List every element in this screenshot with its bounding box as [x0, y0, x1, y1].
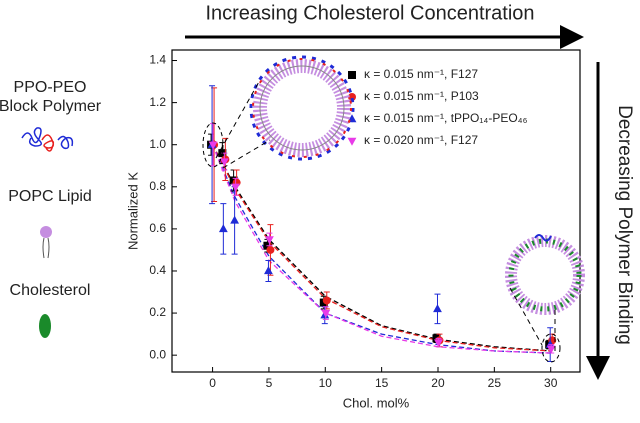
legend-marker: [347, 137, 357, 146]
y-tick-label: 0.2: [149, 305, 166, 319]
callout-line: [215, 79, 261, 159]
data-point: [546, 345, 556, 354]
data-point: [264, 266, 273, 275]
legend-label: κ = 0.015 nm⁻¹, tPPO₁₄-PEO₄₆: [364, 111, 528, 125]
data-point: [265, 236, 274, 245]
x-axis-label: Chol. mol%: [343, 395, 410, 410]
data-point: [219, 158, 229, 167]
x-tick-label: 10: [319, 376, 333, 390]
data-point: [266, 245, 275, 254]
callout-line: [222, 139, 271, 169]
callout-line: [509, 287, 543, 346]
fit-curve: [211, 144, 551, 354]
data-point: [231, 183, 241, 192]
polymer-icon: [21, 127, 74, 152]
x-tick-label: 5: [266, 376, 273, 390]
legend-label: κ = 0.020 nm⁻¹, F127: [364, 133, 478, 147]
plot-frame: [171, 49, 581, 373]
side-title: Decreasing Polymer Binding: [614, 105, 635, 345]
cholesterol-icon: [39, 314, 51, 338]
fit-curve: [212, 144, 551, 352]
x-tick-label: 25: [488, 376, 502, 390]
annotation: Cholesterol: [10, 282, 91, 299]
callout-ellipse: [202, 122, 224, 168]
legend-marker: [348, 93, 356, 101]
fit-curve: [211, 144, 551, 352]
data-point: [208, 141, 218, 150]
vesicle-large: [249, 55, 355, 161]
vesicle-small: [505, 234, 585, 315]
y-tick-label: 1.2: [149, 95, 166, 109]
y-tick-label: 0.0: [149, 347, 166, 361]
y-tick-label: 1.0: [149, 137, 166, 151]
x-tick-label: 30: [544, 376, 558, 390]
fit-curve: [211, 144, 551, 354]
legend-label: κ = 0.015 nm⁻¹, P103: [364, 89, 479, 103]
y-tick-label: 0.6: [149, 221, 166, 235]
data-point: [321, 309, 331, 318]
x-tick-label: 20: [431, 376, 445, 390]
data-point: [230, 215, 240, 224]
top-title: Increasing Cholesterol Concentration: [205, 2, 534, 24]
annotation: POPC Lipid: [8, 188, 92, 205]
y-tick-label: 0.8: [149, 179, 166, 193]
x-tick-label: 15: [375, 376, 389, 390]
annotation: PPO-PEO: [14, 79, 87, 96]
annotation: Block Polymer: [0, 98, 102, 115]
callout-ellipse: [541, 333, 561, 363]
plot-area: 0 5 10 15 20 25 30 0.0 0.2 0.4 0.6 0.8 1.0 1.2 1.4 Chol…: [125, 49, 581, 410]
legend-marker: [348, 71, 356, 79]
y-axis-label: Normalized K: [125, 172, 140, 250]
data-point: [322, 296, 331, 305]
x-tick-label: 0: [209, 376, 216, 390]
data-point: [218, 224, 228, 233]
lipid-icon: [40, 226, 52, 259]
y-tick-label: 0.4: [149, 263, 166, 277]
legend-label: κ = 0.015 nm⁻¹, F127: [364, 67, 478, 81]
data-point: [434, 339, 443, 348]
y-tick-label: 1.4: [149, 53, 166, 67]
data-point: [433, 304, 442, 313]
